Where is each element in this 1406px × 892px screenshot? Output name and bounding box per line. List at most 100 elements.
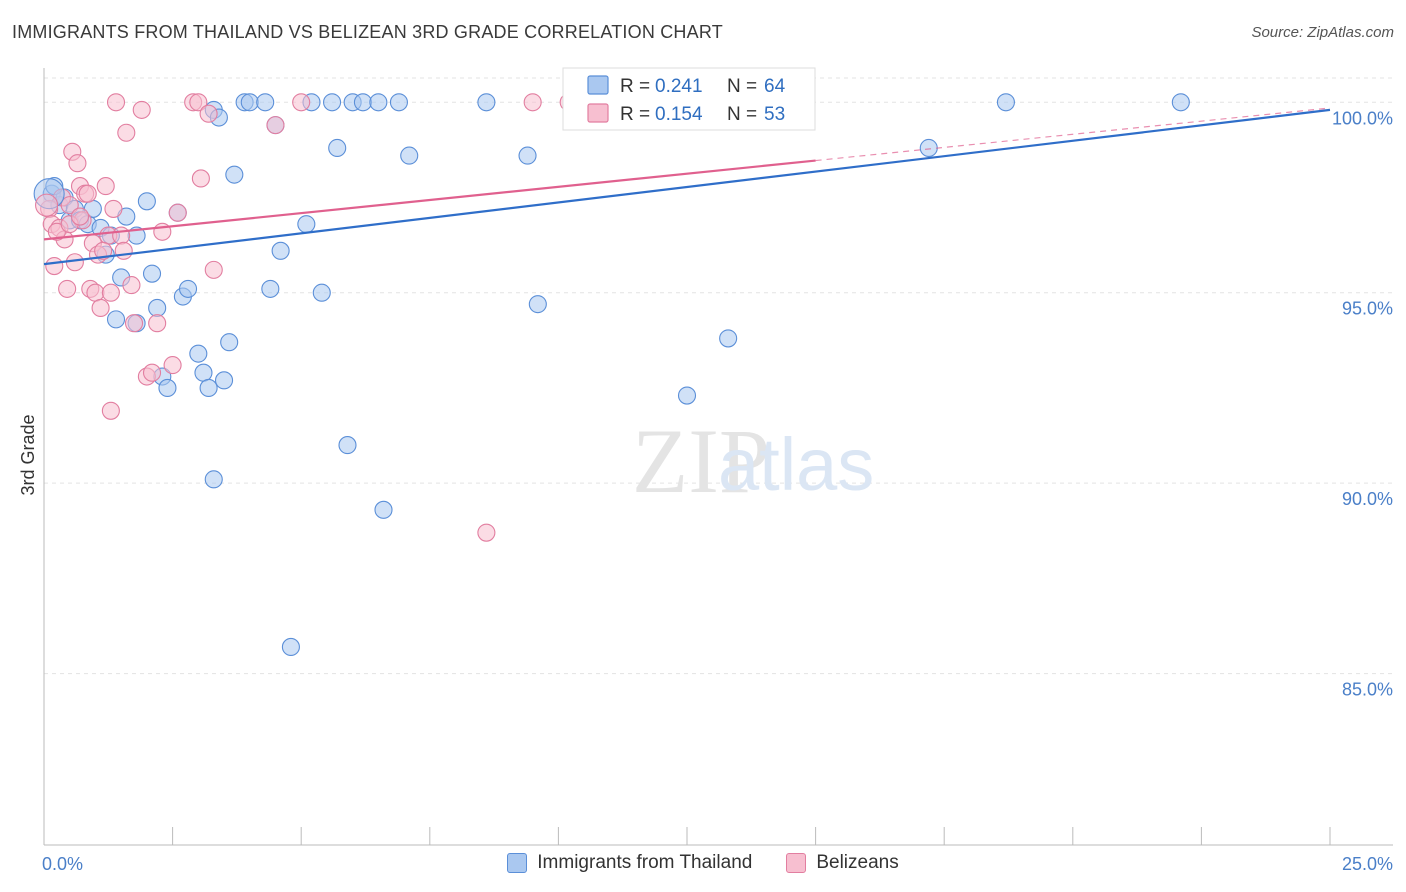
- thailand-point: [919, 138, 938, 158]
- thailand-point: [338, 436, 357, 455]
- thailand-point: [261, 279, 280, 298]
- thailand-point: [996, 93, 1015, 112]
- thailand-point: [194, 363, 213, 382]
- thailand-point: [178, 279, 198, 298]
- belize-point: [114, 241, 133, 260]
- thailand-point: [297, 215, 316, 234]
- trend-line-0: [43, 108, 1331, 266]
- legend-r-label-thailand: R =: [620, 76, 650, 97]
- thailand-point: [528, 295, 547, 314]
- belize-point: [122, 276, 141, 295]
- belize-point: [94, 241, 113, 260]
- thailand-point: [189, 344, 208, 363]
- trend-line-1: [43, 159, 816, 241]
- thailand-point: [137, 192, 156, 211]
- belize-point: [523, 93, 542, 112]
- belize-point: [163, 356, 182, 375]
- legend-item-thailand: Immigrants from Thailand: [507, 852, 752, 874]
- points-layer: [33, 93, 1190, 656]
- thailand-point: [369, 93, 388, 112]
- legend-r-value-belize: 0.154: [655, 104, 703, 125]
- y-axis-title: 3rd Grade: [18, 414, 38, 495]
- thailand-point: [106, 310, 126, 329]
- thailand-point: [312, 283, 331, 302]
- belize-point: [199, 104, 218, 123]
- thailand-point: [374, 500, 393, 519]
- series-legend: Immigrants from Thailand Belizeans: [0, 852, 1406, 874]
- thailand-point: [477, 93, 496, 112]
- belize-point: [78, 184, 97, 203]
- belize-point: [168, 203, 187, 222]
- thailand-point: [518, 146, 537, 165]
- thailand-point: [389, 93, 408, 112]
- watermark: ZIP atlas: [632, 410, 874, 512]
- y-tick-label: 90.0%: [1342, 489, 1393, 509]
- watermark-atlas: atlas: [718, 423, 874, 506]
- legend-item-belize: Belizeans: [786, 852, 899, 874]
- trend-lines-layer: [43, 107, 1331, 266]
- thailand-point: [353, 93, 372, 112]
- thailand-point: [220, 333, 239, 352]
- x-tick-label: 25.0%: [1342, 854, 1393, 874]
- thailand-point: [400, 146, 419, 165]
- thailand-point: [328, 138, 347, 158]
- legend-n-label-thailand: N =: [727, 76, 757, 97]
- legend-r-value-thailand: 0.241: [655, 76, 703, 97]
- legend-swatch-thailand: [587, 75, 609, 95]
- y-tick-label: 85.0%: [1342, 680, 1393, 700]
- belize-point: [68, 154, 87, 173]
- thailand-point: [1171, 93, 1190, 112]
- belize-point: [101, 283, 120, 302]
- belize-point: [101, 401, 120, 420]
- belize-point: [70, 207, 90, 226]
- thailand-point: [148, 298, 167, 318]
- watermark-zip: ZIP: [632, 410, 770, 512]
- belize-point: [60, 196, 79, 215]
- thailand-point: [677, 386, 697, 405]
- belize-point: [117, 123, 136, 142]
- thailand-point: [271, 241, 290, 260]
- legend-label-belize: Belizeans: [816, 852, 899, 873]
- thailand-point: [719, 329, 738, 348]
- belize-point: [189, 93, 208, 112]
- belize-point-large: [35, 193, 59, 217]
- belize-point: [292, 93, 311, 112]
- thailand-point: [225, 165, 244, 184]
- belize-point: [204, 260, 223, 279]
- thailand-point: [214, 371, 234, 390]
- belize-point: [112, 226, 131, 245]
- trend-line-dashed-1: [815, 107, 1331, 162]
- belize-point: [148, 314, 167, 333]
- chart-title: IMMIGRANTS FROM THAILAND VS BELIZEAN 3RD…: [12, 22, 723, 42]
- belize-point: [124, 314, 144, 333]
- thailand-point: [240, 93, 259, 112]
- belize-point: [86, 283, 105, 302]
- belize-point: [96, 177, 115, 196]
- stats-legend: R = 0.241 N = 64 R = 0.154 N = 53: [562, 67, 816, 131]
- legend-n-value-thailand: 64: [764, 76, 786, 97]
- y-tick-label: 100.0%: [1332, 108, 1393, 128]
- belize-point: [91, 298, 110, 318]
- legend-swatch-belize-bottom: [786, 853, 807, 873]
- legend-n-label-belize: N =: [727, 104, 757, 125]
- legend-n-value-belize: 53: [764, 104, 785, 125]
- belize-point: [132, 100, 151, 119]
- belize-point: [266, 116, 285, 135]
- thailand-point: [158, 378, 177, 397]
- chart-source: Source: ZipAtlas.com: [1251, 24, 1394, 41]
- belize-point: [45, 257, 64, 276]
- thailand-point: [204, 470, 223, 489]
- legend-label-thailand: Immigrants from Thailand: [537, 852, 753, 873]
- thailand-point: [256, 93, 275, 112]
- belize-point: [142, 363, 162, 382]
- thailand-point: [281, 637, 300, 656]
- thailand-point: [199, 378, 218, 397]
- axes-layer: 85.0% 90.0% 95.0% 100.0% 0.0% 25.0%: [42, 68, 1393, 874]
- belize-point: [191, 169, 210, 188]
- belize-point: [477, 523, 496, 542]
- legend-swatch-belize: [587, 103, 609, 123]
- thailand-point: [142, 264, 162, 283]
- y-tick-label: 95.0%: [1342, 299, 1393, 319]
- thailand-point: [323, 93, 342, 112]
